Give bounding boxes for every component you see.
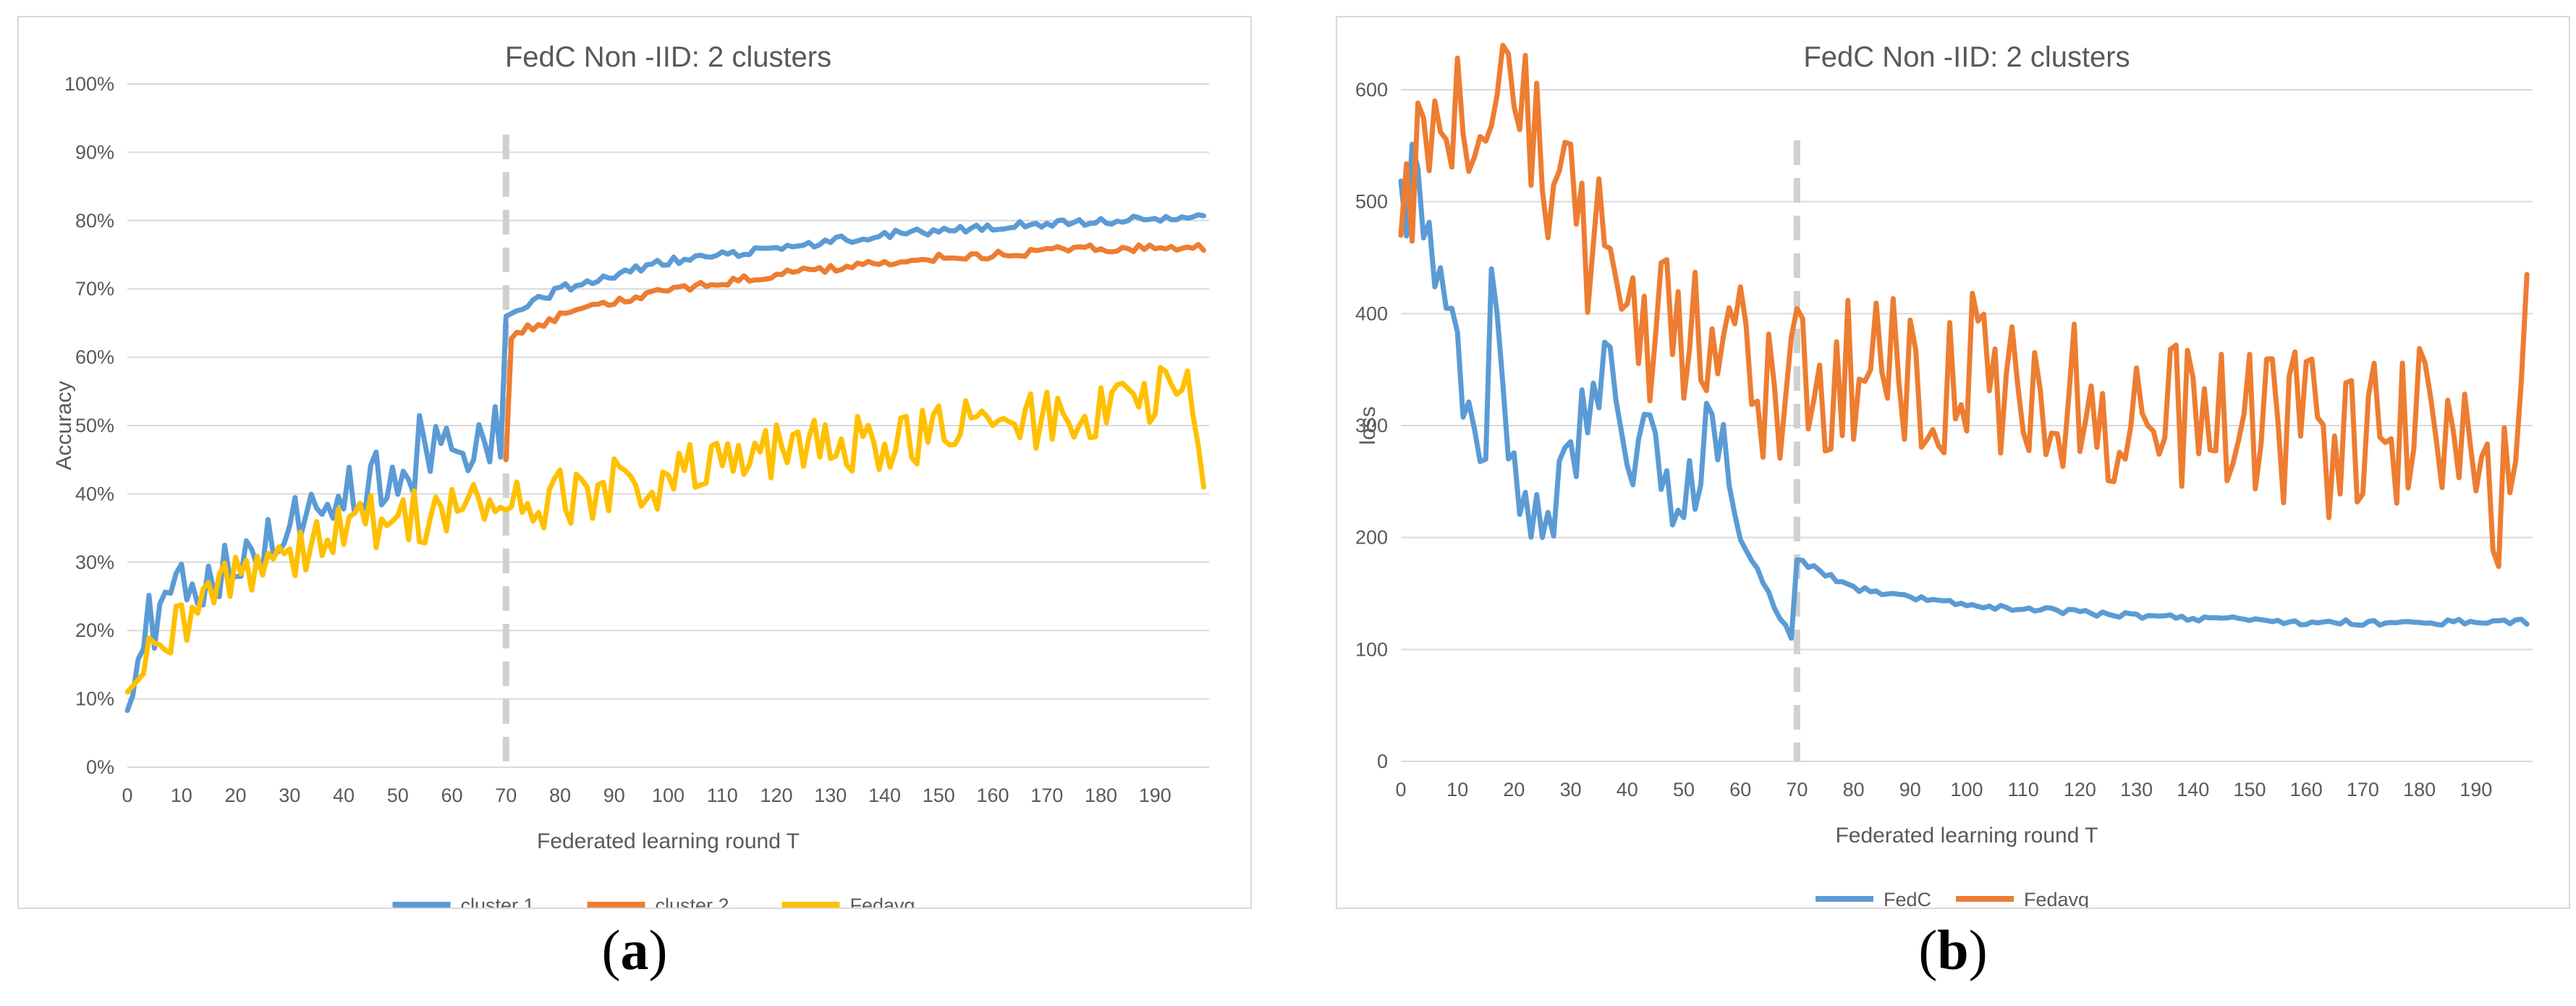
y-tick-label: 0%	[86, 756, 114, 778]
y-tick-label: 500	[1355, 191, 1388, 213]
legend-label: FedC	[1884, 889, 1931, 908]
x-tick-label: 40	[333, 785, 355, 806]
x-tick-label: 100	[1950, 779, 1983, 800]
y-tick-label: 80%	[75, 210, 114, 232]
x-tick-label: 80	[1843, 779, 1865, 800]
x-tick-label: 60	[441, 785, 462, 806]
x-tick-label: 100	[652, 785, 685, 806]
x-tick-label: 180	[1085, 785, 1117, 806]
series-line-fedavg	[124, 365, 1206, 695]
y-tick-label: 40%	[75, 483, 114, 504]
chart-panel-a: FedC Non -IID: 2 clusters 0% 10% 20% 30% 40% 5…	[17, 16, 1252, 909]
x-tick-label: 80	[549, 785, 571, 806]
series-line-cluster-2	[503, 242, 1206, 462]
y-tick-label: 400	[1355, 303, 1388, 324]
x-tick-label: 0	[122, 785, 132, 806]
legend-label: cluster 1	[461, 895, 535, 908]
x-tick-label: 40	[1617, 779, 1638, 800]
caption-b-letter: b	[1937, 918, 1969, 981]
x-tick-label: 110	[2008, 779, 2039, 800]
x-tick-label: 120	[760, 785, 792, 806]
y-axis-title: Accuracy	[52, 381, 76, 470]
y-tick-label: 300	[1355, 415, 1388, 436]
x-tick-label: 150	[2233, 779, 2266, 800]
y-tick-label: 100	[1355, 638, 1388, 660]
caption-a-letter: a	[620, 918, 649, 981]
x-axis-title: Federated learning round T	[537, 829, 800, 853]
x-tick-label: 0	[1395, 779, 1406, 800]
y-tick-label: 100%	[64, 73, 114, 95]
x-tick-label: 160	[2290, 779, 2323, 800]
x-tick-label: 50	[1673, 779, 1695, 800]
x-tick-label: 140	[2177, 779, 2209, 800]
x-tick-label: 30	[1560, 779, 1582, 800]
x-tick-label: 140	[868, 785, 901, 806]
series-line-fedavg	[1398, 43, 2530, 570]
series-line-fedc	[1398, 141, 2530, 641]
x-tick-label: 170	[2347, 779, 2379, 800]
legend-label: cluster 2	[656, 895, 729, 908]
x-tick-label: 190	[1139, 785, 1172, 806]
caption-b: (b)	[1918, 918, 1988, 981]
chart-title: FedC Non -IID: 2 clusters	[505, 41, 831, 73]
legend-label: Fedavg	[850, 895, 915, 908]
x-tick-label: 90	[1899, 779, 1921, 800]
y-tick-label: 50%	[75, 415, 114, 436]
chart-title: FedC Non -IID: 2 clusters	[1803, 41, 2130, 73]
loss-chart: FedC Non -IID: 2 clusters010020030040050…	[1355, 41, 2533, 908]
x-tick-label: 50	[387, 785, 409, 806]
y-tick-label: 20%	[75, 620, 114, 641]
x-tick-label: 190	[2460, 779, 2492, 800]
x-tick-label: 20	[1503, 779, 1525, 800]
legend-label: Fedavg	[2024, 889, 2089, 908]
y-tick-label: 30%	[75, 551, 114, 573]
caption-a: (a)	[601, 918, 668, 981]
chart-panel-b: FedC Non -IID: 2 clusters 0 100 200 300 400 50…	[1336, 16, 2570, 909]
y-tick-label: 0	[1377, 751, 1388, 772]
x-tick-label: 110	[707, 785, 738, 806]
x-tick-label: 20	[224, 785, 246, 806]
x-tick-label: 70	[1786, 779, 1808, 800]
y-tick-label: 600	[1355, 79, 1388, 101]
series-line-cluster-1	[124, 212, 1206, 714]
x-tick-label: 150	[923, 785, 955, 806]
y-tick-label: 60%	[75, 347, 114, 368]
x-axis-title: Federated learning round T	[1835, 824, 2098, 848]
y-tick-label: 90%	[75, 141, 114, 163]
x-tick-label: 10	[171, 785, 192, 806]
x-tick-label: 90	[603, 785, 625, 806]
y-axis-title: loss	[1356, 406, 1380, 444]
y-tick-label: 10%	[75, 688, 114, 710]
x-tick-label: 30	[279, 785, 300, 806]
x-tick-label: 70	[495, 785, 517, 806]
x-tick-label: 130	[2120, 779, 2153, 800]
x-tick-label: 170	[1030, 785, 1063, 806]
y-tick-label: 200	[1355, 527, 1388, 549]
accuracy-chart: FedC Non -IID: 2 clusters 0% 10% 20% 30% 40% 5…	[52, 41, 1209, 908]
x-tick-label: 10	[1446, 779, 1468, 800]
x-tick-label: 130	[814, 785, 847, 806]
x-tick-label: 120	[2064, 779, 2096, 800]
y-tick-label: 70%	[75, 278, 114, 300]
x-tick-label: 160	[976, 785, 1009, 806]
x-tick-label: 60	[1729, 779, 1751, 800]
x-tick-label: 180	[2403, 779, 2436, 800]
